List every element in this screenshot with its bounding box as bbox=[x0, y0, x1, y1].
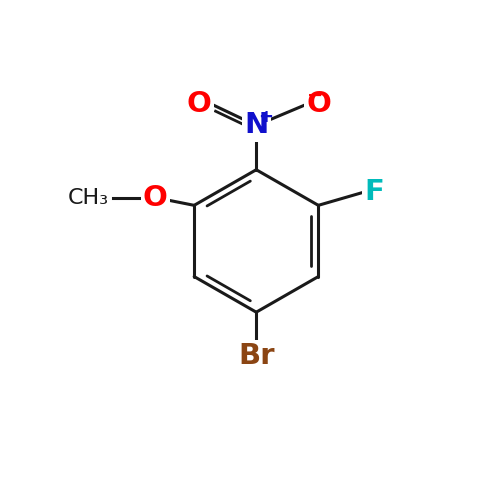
Text: N: N bbox=[244, 112, 268, 140]
Text: O: O bbox=[143, 184, 168, 212]
Text: O: O bbox=[306, 90, 332, 118]
Text: CH₃: CH₃ bbox=[68, 188, 109, 208]
Text: Br: Br bbox=[238, 342, 275, 370]
Text: F: F bbox=[365, 178, 384, 206]
Text: +: + bbox=[258, 108, 274, 126]
Text: O: O bbox=[187, 90, 212, 118]
Text: −: − bbox=[307, 86, 324, 106]
